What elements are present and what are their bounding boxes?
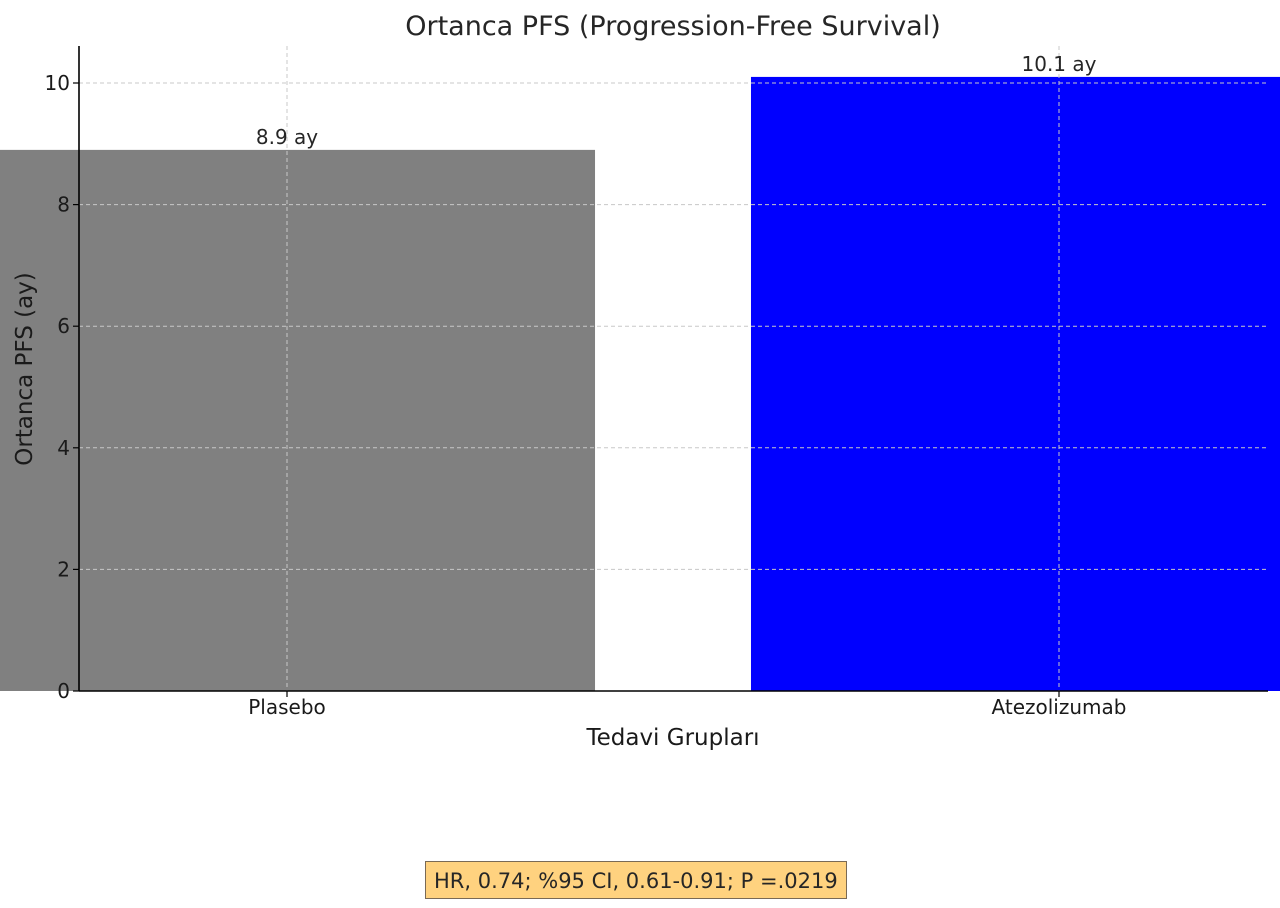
- x-tick-label: Plasebo: [248, 695, 326, 719]
- bar-plasebo: [0, 149, 596, 691]
- y-tick-label: 6: [57, 314, 70, 338]
- stats-annotation: HR, 0.74; %95 CI, 0.61-0.91; P =.0219: [425, 861, 847, 899]
- y-tick-label: 4: [57, 436, 70, 460]
- x-tick-label: Atezolizumab: [992, 695, 1127, 719]
- bar-atezolizumab: [750, 76, 1280, 692]
- axes-layer: [73, 46, 1268, 697]
- data-label: 8.9 ay: [256, 125, 318, 149]
- y-tick-label: 10: [45, 71, 70, 95]
- chart-title: Ortanca PFS (Progression-Free Survival): [405, 11, 941, 42]
- data-label: 10.1 ay: [1022, 52, 1097, 76]
- y-tick-label: 2: [57, 557, 70, 581]
- y-tick-label: 0: [57, 679, 70, 703]
- x-axis-label: Tedavi Grupları: [585, 725, 759, 751]
- y-tick-label: 8: [57, 193, 70, 217]
- labels-layer: 0 2 4 6 8 10 Plasebo Atezolizumab 8.9 ay 10.1 ay: [45, 52, 1127, 719]
- bars-layer: [0, 76, 1280, 692]
- y-axis-label: Ortanca PFS (ay): [12, 272, 38, 466]
- grid-layer: [79, 46, 1268, 692]
